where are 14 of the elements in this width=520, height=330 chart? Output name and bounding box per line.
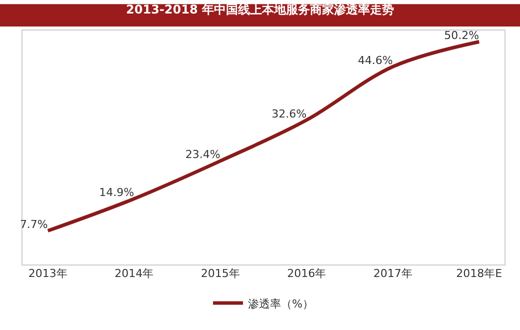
data-label: 44.6% — [358, 54, 393, 67]
data-label: 32.6% — [272, 107, 307, 120]
x-tick-label: 2014年 — [114, 267, 154, 280]
chart-title: 2013-2018 年中国线上本地服务商家渗透率走势 — [126, 2, 394, 16]
x-tick-label: 2015年 — [200, 267, 240, 280]
data-label: 50.2% — [444, 29, 480, 42]
x-tick-label: 2018年E — [456, 267, 502, 280]
x-tick-label: 2016年 — [287, 267, 326, 280]
data-label: 23.4% — [185, 148, 220, 162]
x-tick-label: 2013年 — [28, 267, 68, 280]
legend-label: 渗透率（%） — [248, 297, 314, 310]
x-tick-label: 2017年 — [373, 267, 412, 280]
data-label: 7.7% — [20, 218, 48, 232]
data-label: 14.9% — [99, 186, 134, 199]
